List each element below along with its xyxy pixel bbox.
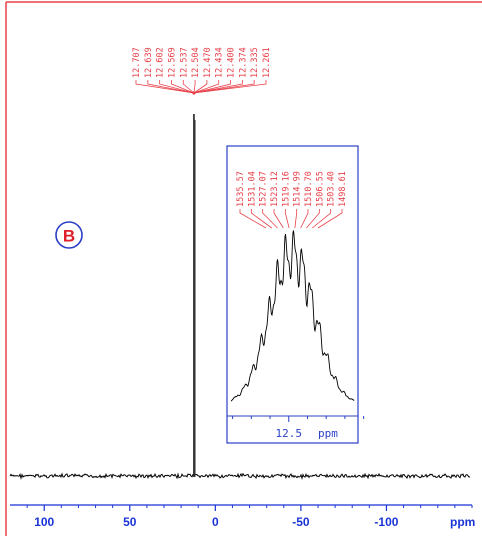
peak-leader — [193, 80, 208, 94]
peak-leader — [135, 80, 195, 94]
inset-peak-label: 1527.07 — [259, 171, 269, 207]
peak-label: 12.707 — [132, 47, 142, 78]
peak-leader — [159, 80, 195, 94]
x-axis-tick-labels: 100 50 0 -50 -100 — [34, 515, 399, 529]
peak-label: 12.504 — [191, 47, 201, 78]
peak-label: 12.335 — [250, 47, 260, 78]
inset-tick-labels: 12.5 — [276, 427, 303, 440]
panel-label: B — [63, 227, 75, 246]
peak-leader — [193, 80, 231, 94]
x-tick-label: 100 — [34, 515, 54, 529]
peak-leader — [193, 80, 196, 94]
inset-axis-ticks — [232, 416, 365, 422]
inset-peak-leader — [273, 209, 284, 229]
inset-peak-label: 1510.70 — [304, 171, 314, 207]
x-axis-unit: ppm — [450, 515, 475, 529]
inset-peak-label: 1523.12 — [270, 171, 280, 207]
inset-peak-label: 1503.40 — [327, 171, 337, 207]
inset-x-unit: ppm — [318, 427, 338, 440]
peak-leader — [171, 80, 195, 94]
inset-peak-label: 1506.55 — [315, 171, 325, 207]
peak-label: 12.434 — [215, 47, 225, 78]
peak-label: 12.261 — [262, 47, 272, 78]
x-tick-label: 0 — [212, 515, 219, 529]
x-axis-ticks — [26, 505, 473, 511]
peak-label: 12.537 — [179, 47, 189, 78]
peak-label-leaders — [135, 80, 267, 95]
panel-badge — [55, 221, 83, 249]
inset-peak-leader — [311, 209, 332, 229]
inset-peak-labels: 1535.57 1531.04 1527.07 1523.12 1519.16 1514.… — [236, 171, 348, 207]
peak-label: 12.639 — [144, 47, 154, 78]
inset-peak-label: 1514.99 — [293, 171, 303, 207]
inset-peak-label: 1498.61 — [338, 171, 348, 207]
inset-peak-leader — [300, 209, 309, 229]
peak-labels: 12.707 12.639 12.602 12.569 12.537 12.504 12.4… — [132, 47, 272, 78]
inset-tick-label: 12.5 — [276, 427, 303, 440]
spectrum-trace — [9, 472, 471, 480]
peak-label: 12.374 — [238, 47, 248, 78]
inset-peak-leader — [306, 209, 320, 229]
peak-label: 12.400 — [227, 47, 237, 78]
inset-peak-leader — [250, 209, 273, 229]
peak-leader — [193, 80, 243, 94]
peak-apex-marker — [192, 91, 196, 95]
inset-multiplet-trace — [230, 230, 355, 402]
x-tick-label: -100 — [374, 515, 398, 529]
inset-peak-label: 1519.16 — [281, 171, 291, 207]
peak-leader — [147, 80, 195, 94]
peak-leader — [193, 80, 220, 94]
inset-peak-leader — [317, 209, 343, 229]
inset-frame — [226, 145, 359, 444]
inset-peak-label: 1535.57 — [236, 171, 246, 207]
inset-peak-leader — [262, 209, 278, 229]
inset-peak-label: 1531.04 — [247, 171, 257, 207]
peak-label: 12.470 — [203, 47, 213, 78]
inset-peak-leader — [239, 209, 267, 229]
peak-label: 12.602 — [156, 47, 166, 78]
inset-peak-leaders — [239, 209, 343, 229]
peak-label: 12.569 — [167, 47, 177, 78]
peak-leader — [182, 80, 195, 94]
x-tick-label: -50 — [292, 515, 310, 529]
peak-leader — [193, 80, 255, 94]
inset-peak-leader — [294, 209, 298, 229]
inset-peak-leader — [284, 209, 290, 229]
x-tick-label: 50 — [123, 515, 137, 529]
peak-leader — [193, 80, 267, 94]
